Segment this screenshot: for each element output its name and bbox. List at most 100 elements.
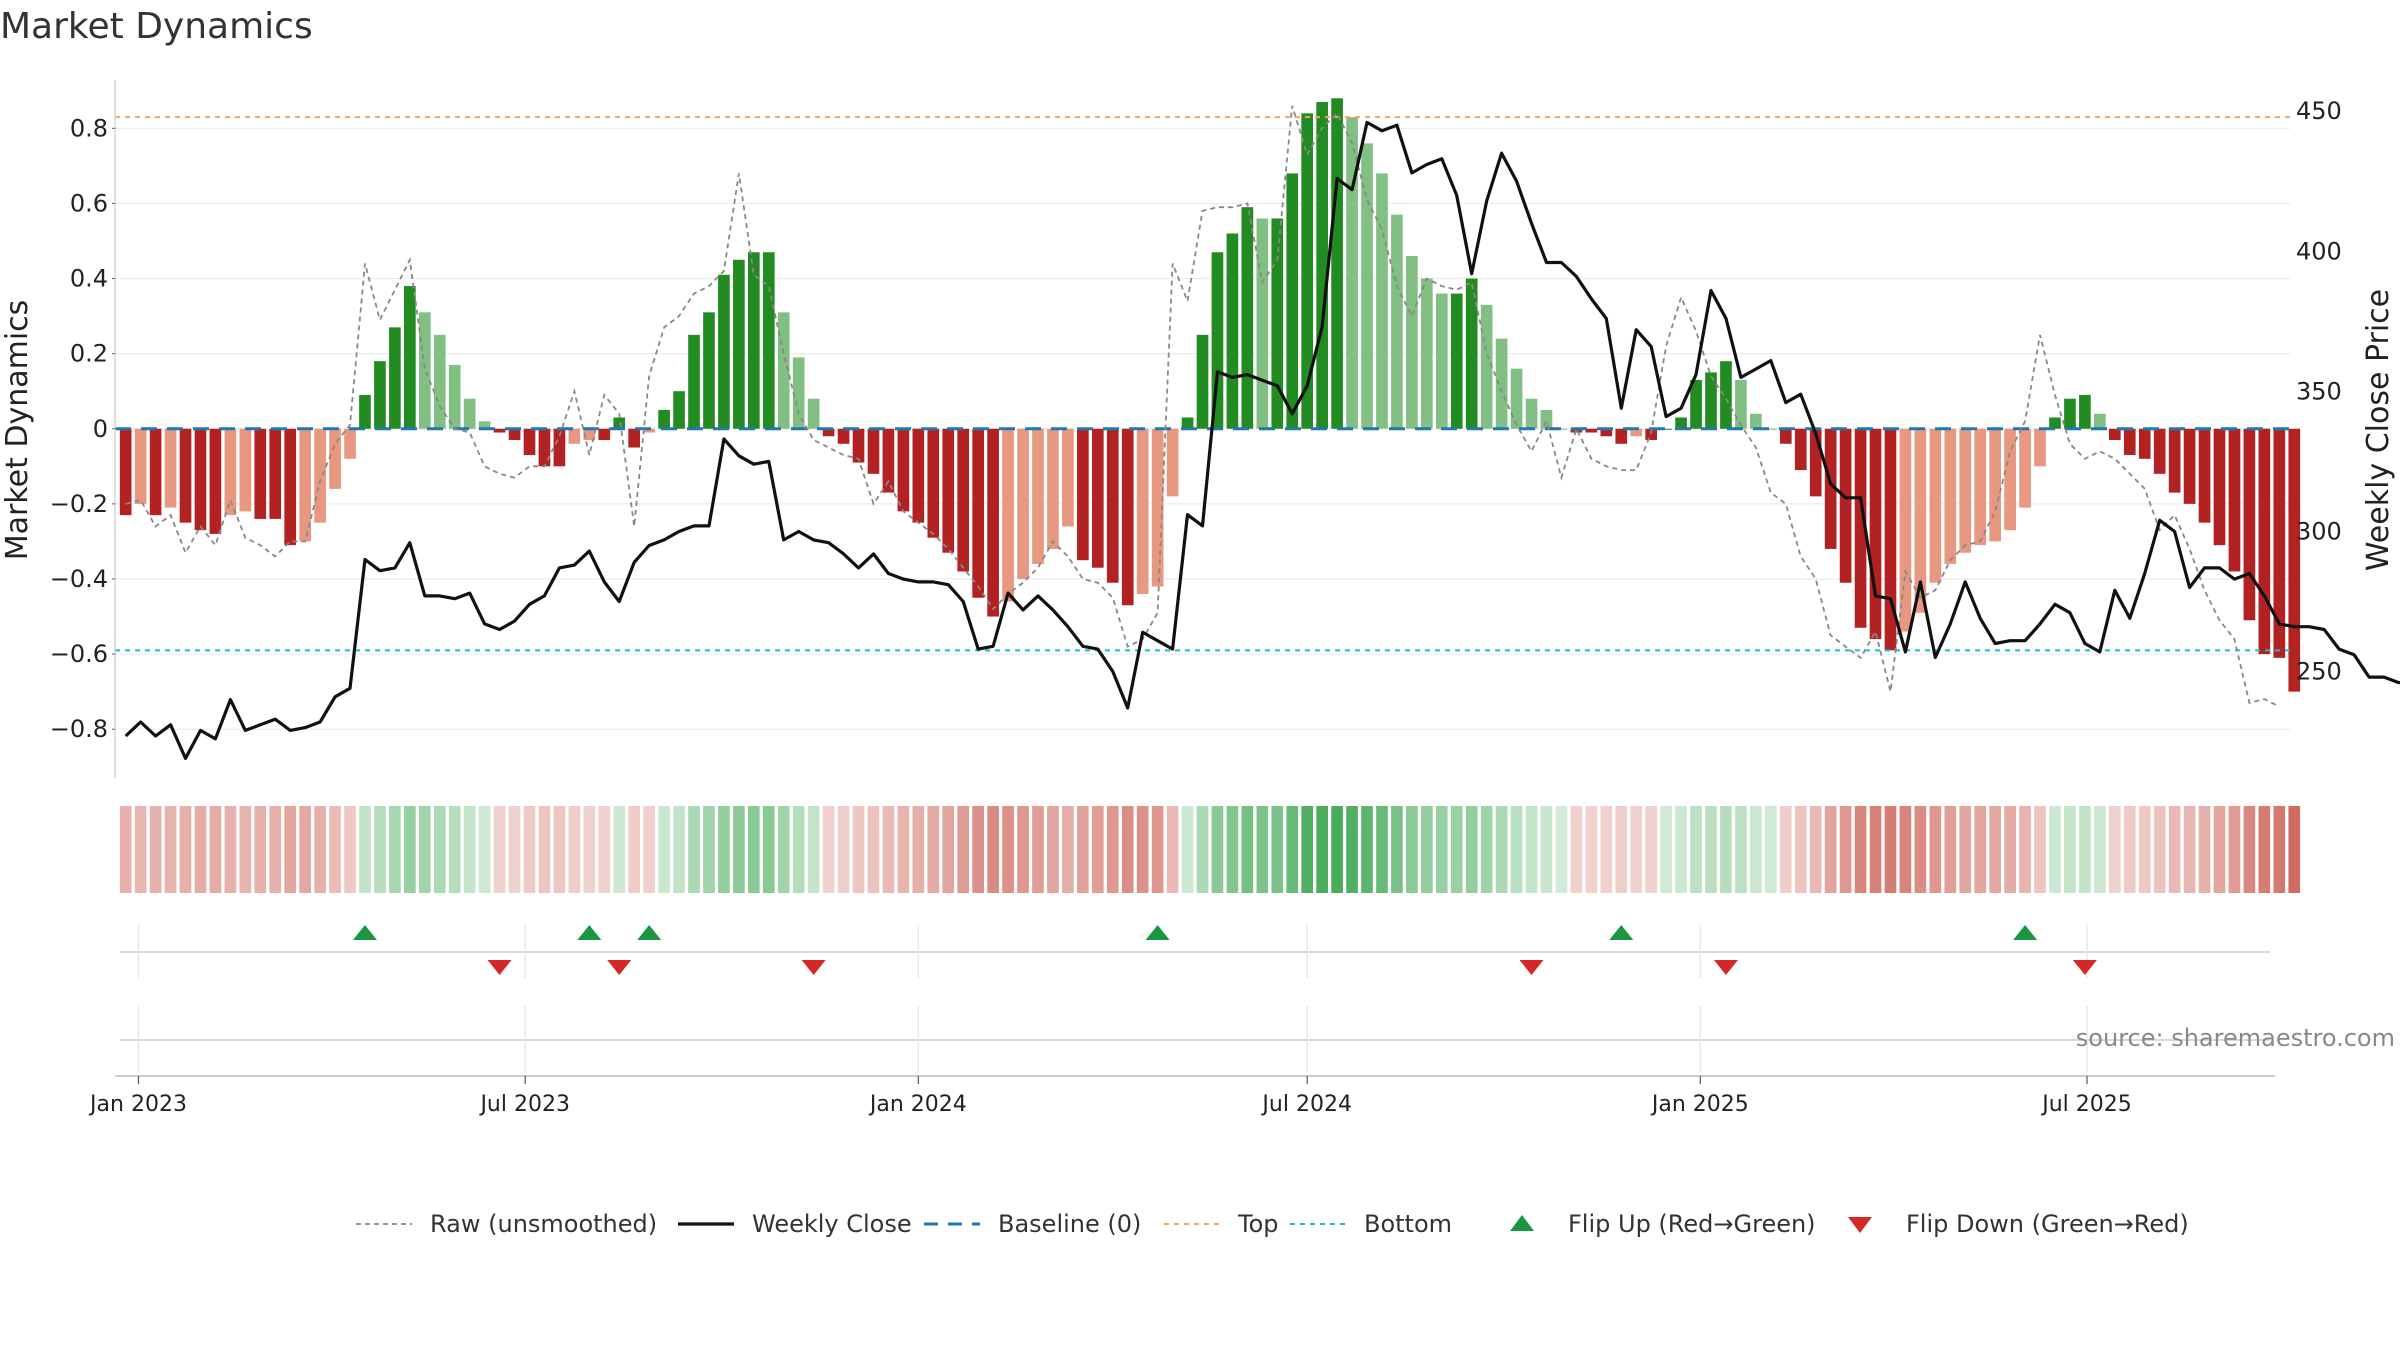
- heat-strip-cell: [1077, 806, 1089, 893]
- heat-strip-cell: [1585, 806, 1598, 893]
- dynamics-bar: [837, 428, 850, 444]
- heat-strip-cell: [837, 806, 850, 893]
- dynamics-bar: [239, 428, 252, 512]
- dynamics-bar: [1017, 428, 1029, 579]
- dynamics-bar: [882, 428, 895, 493]
- heat-strip-cell: [1166, 806, 1179, 893]
- dynamics-bar: [478, 421, 491, 429]
- heat-strip-cell: [553, 806, 566, 893]
- heat-strip-cell: [1480, 806, 1493, 893]
- heat-strip-cell: [1540, 806, 1553, 893]
- dynamics-bar: [1331, 98, 1343, 429]
- heat-strip-cell: [673, 806, 685, 893]
- dynamics-bar: [1600, 428, 1613, 437]
- dynamics-bar: [344, 428, 356, 459]
- dynamics-bar: [1480, 304, 1493, 429]
- legend: Raw (unsmoothed) Weekly Close Baseline (0)…: [356, 1210, 2189, 1238]
- dynamics-bar: [792, 357, 805, 429]
- flip-up-marker: [1609, 925, 1634, 940]
- dynamics-bar: [1779, 428, 1792, 444]
- y-tick-label: 0.2: [70, 340, 108, 368]
- dynamics-bar: [1824, 428, 1837, 549]
- x-tick-label: Jan 2023: [88, 1092, 187, 1117]
- dynamics-bar: [134, 428, 147, 504]
- legend-label: Flip Down (Green→Red): [1906, 1210, 2189, 1238]
- dynamics-bar: [1869, 428, 1882, 640]
- heat-strip-cell: [2183, 806, 2196, 893]
- heat-strip-cell: [1376, 806, 1388, 893]
- flip-down-marker: [607, 960, 632, 975]
- dynamics-bar: [389, 327, 401, 429]
- dynamics-bar: [1226, 233, 1239, 429]
- heat-strip-cell: [2138, 806, 2151, 893]
- heat-strip-cell: [538, 806, 551, 893]
- dynamics-bar: [1406, 256, 1418, 429]
- legend-label: Raw (unsmoothed): [430, 1210, 657, 1238]
- heat-strip-cell: [1331, 806, 1343, 893]
- heat-strip-cell: [1914, 806, 1927, 893]
- heat-strip-cell: [1002, 806, 1014, 893]
- heat-strip-cell: [1570, 806, 1583, 893]
- heat-strip-cell: [1675, 806, 1687, 893]
- dynamics-bar: [1555, 428, 1568, 430]
- dynamics-bars: [119, 98, 2301, 692]
- dynamics-bar: [1376, 173, 1388, 429]
- heat-strip-cell: [1555, 806, 1568, 893]
- heat-strip-cell: [643, 806, 655, 893]
- dynamics-bar: [2213, 428, 2226, 546]
- heat-strip-cell: [209, 806, 222, 893]
- dynamics-bar: [1585, 428, 1598, 433]
- dynamics-bar: [2258, 428, 2271, 655]
- dynamics-bar: [418, 312, 431, 429]
- dynamics-bar: [2168, 428, 2181, 493]
- heat-strip-cell: [1121, 806, 1134, 893]
- heat-strip-cell: [1151, 806, 1164, 893]
- y-axis-label-right: Weekly Close Price: [2361, 289, 2396, 571]
- dynamics-bar: [628, 428, 641, 448]
- heat-strip-cell: [1510, 806, 1523, 893]
- dynamics-bar: [269, 428, 282, 519]
- heat-strip-cell: [2198, 806, 2211, 893]
- dynamics-bar: [493, 428, 506, 433]
- heat-strip-cell: [852, 806, 865, 893]
- dynamics-bar: [1211, 252, 1224, 429]
- dynamics-bar: [2198, 428, 2211, 523]
- x-tick-label: Jul 2025: [2040, 1092, 2132, 1117]
- heat-strip-cell: [792, 806, 805, 893]
- flip-down-marker: [487, 960, 512, 975]
- dynamics-bar: [2064, 398, 2076, 429]
- dynamics-bar: [1106, 428, 1119, 583]
- heat-strip-cell: [1764, 806, 1777, 893]
- dynamics-bar: [553, 428, 566, 467]
- regime-heat-strip: [119, 806, 2301, 893]
- flip-down-marker: [801, 960, 826, 975]
- heat-strip-cell: [1241, 806, 1254, 893]
- heat-strip-cell: [1690, 806, 1702, 893]
- dynamics-bar: [2153, 428, 2166, 474]
- heat-strip-cell: [1974, 806, 1987, 893]
- heat-strip-cell: [1181, 806, 1194, 893]
- dynamics-bar: [164, 428, 177, 508]
- y-tick-label: 0.8: [70, 114, 108, 142]
- heat-strip-cell: [1645, 806, 1658, 893]
- dynamics-bar: [448, 364, 461, 429]
- dynamics-bar: [284, 428, 297, 546]
- dynamics-bar: [927, 428, 940, 538]
- heat-strip-cell: [1091, 806, 1104, 893]
- legend-item: Weekly Close: [678, 1210, 912, 1238]
- heat-strip-cell: [2049, 806, 2061, 893]
- heat-strip-cell: [1495, 806, 1508, 893]
- dynamics-bar: [1705, 372, 1717, 429]
- heat-strip-cell: [2064, 806, 2076, 893]
- y-tick-label: 0.4: [70, 265, 108, 293]
- heat-strip-cell: [224, 806, 237, 893]
- heat-strip-cell: [1271, 806, 1284, 893]
- heat-strip-cell: [1720, 806, 1732, 893]
- heat-strip-cell: [1136, 806, 1149, 893]
- heat-strip-cell: [508, 806, 521, 893]
- dynamics-bar: [2288, 428, 2301, 692]
- dynamics-bar: [1256, 218, 1269, 429]
- line-layers: [115, 105, 2400, 760]
- heat-strip-cell: [314, 806, 326, 893]
- heat-strip-cell: [972, 806, 984, 893]
